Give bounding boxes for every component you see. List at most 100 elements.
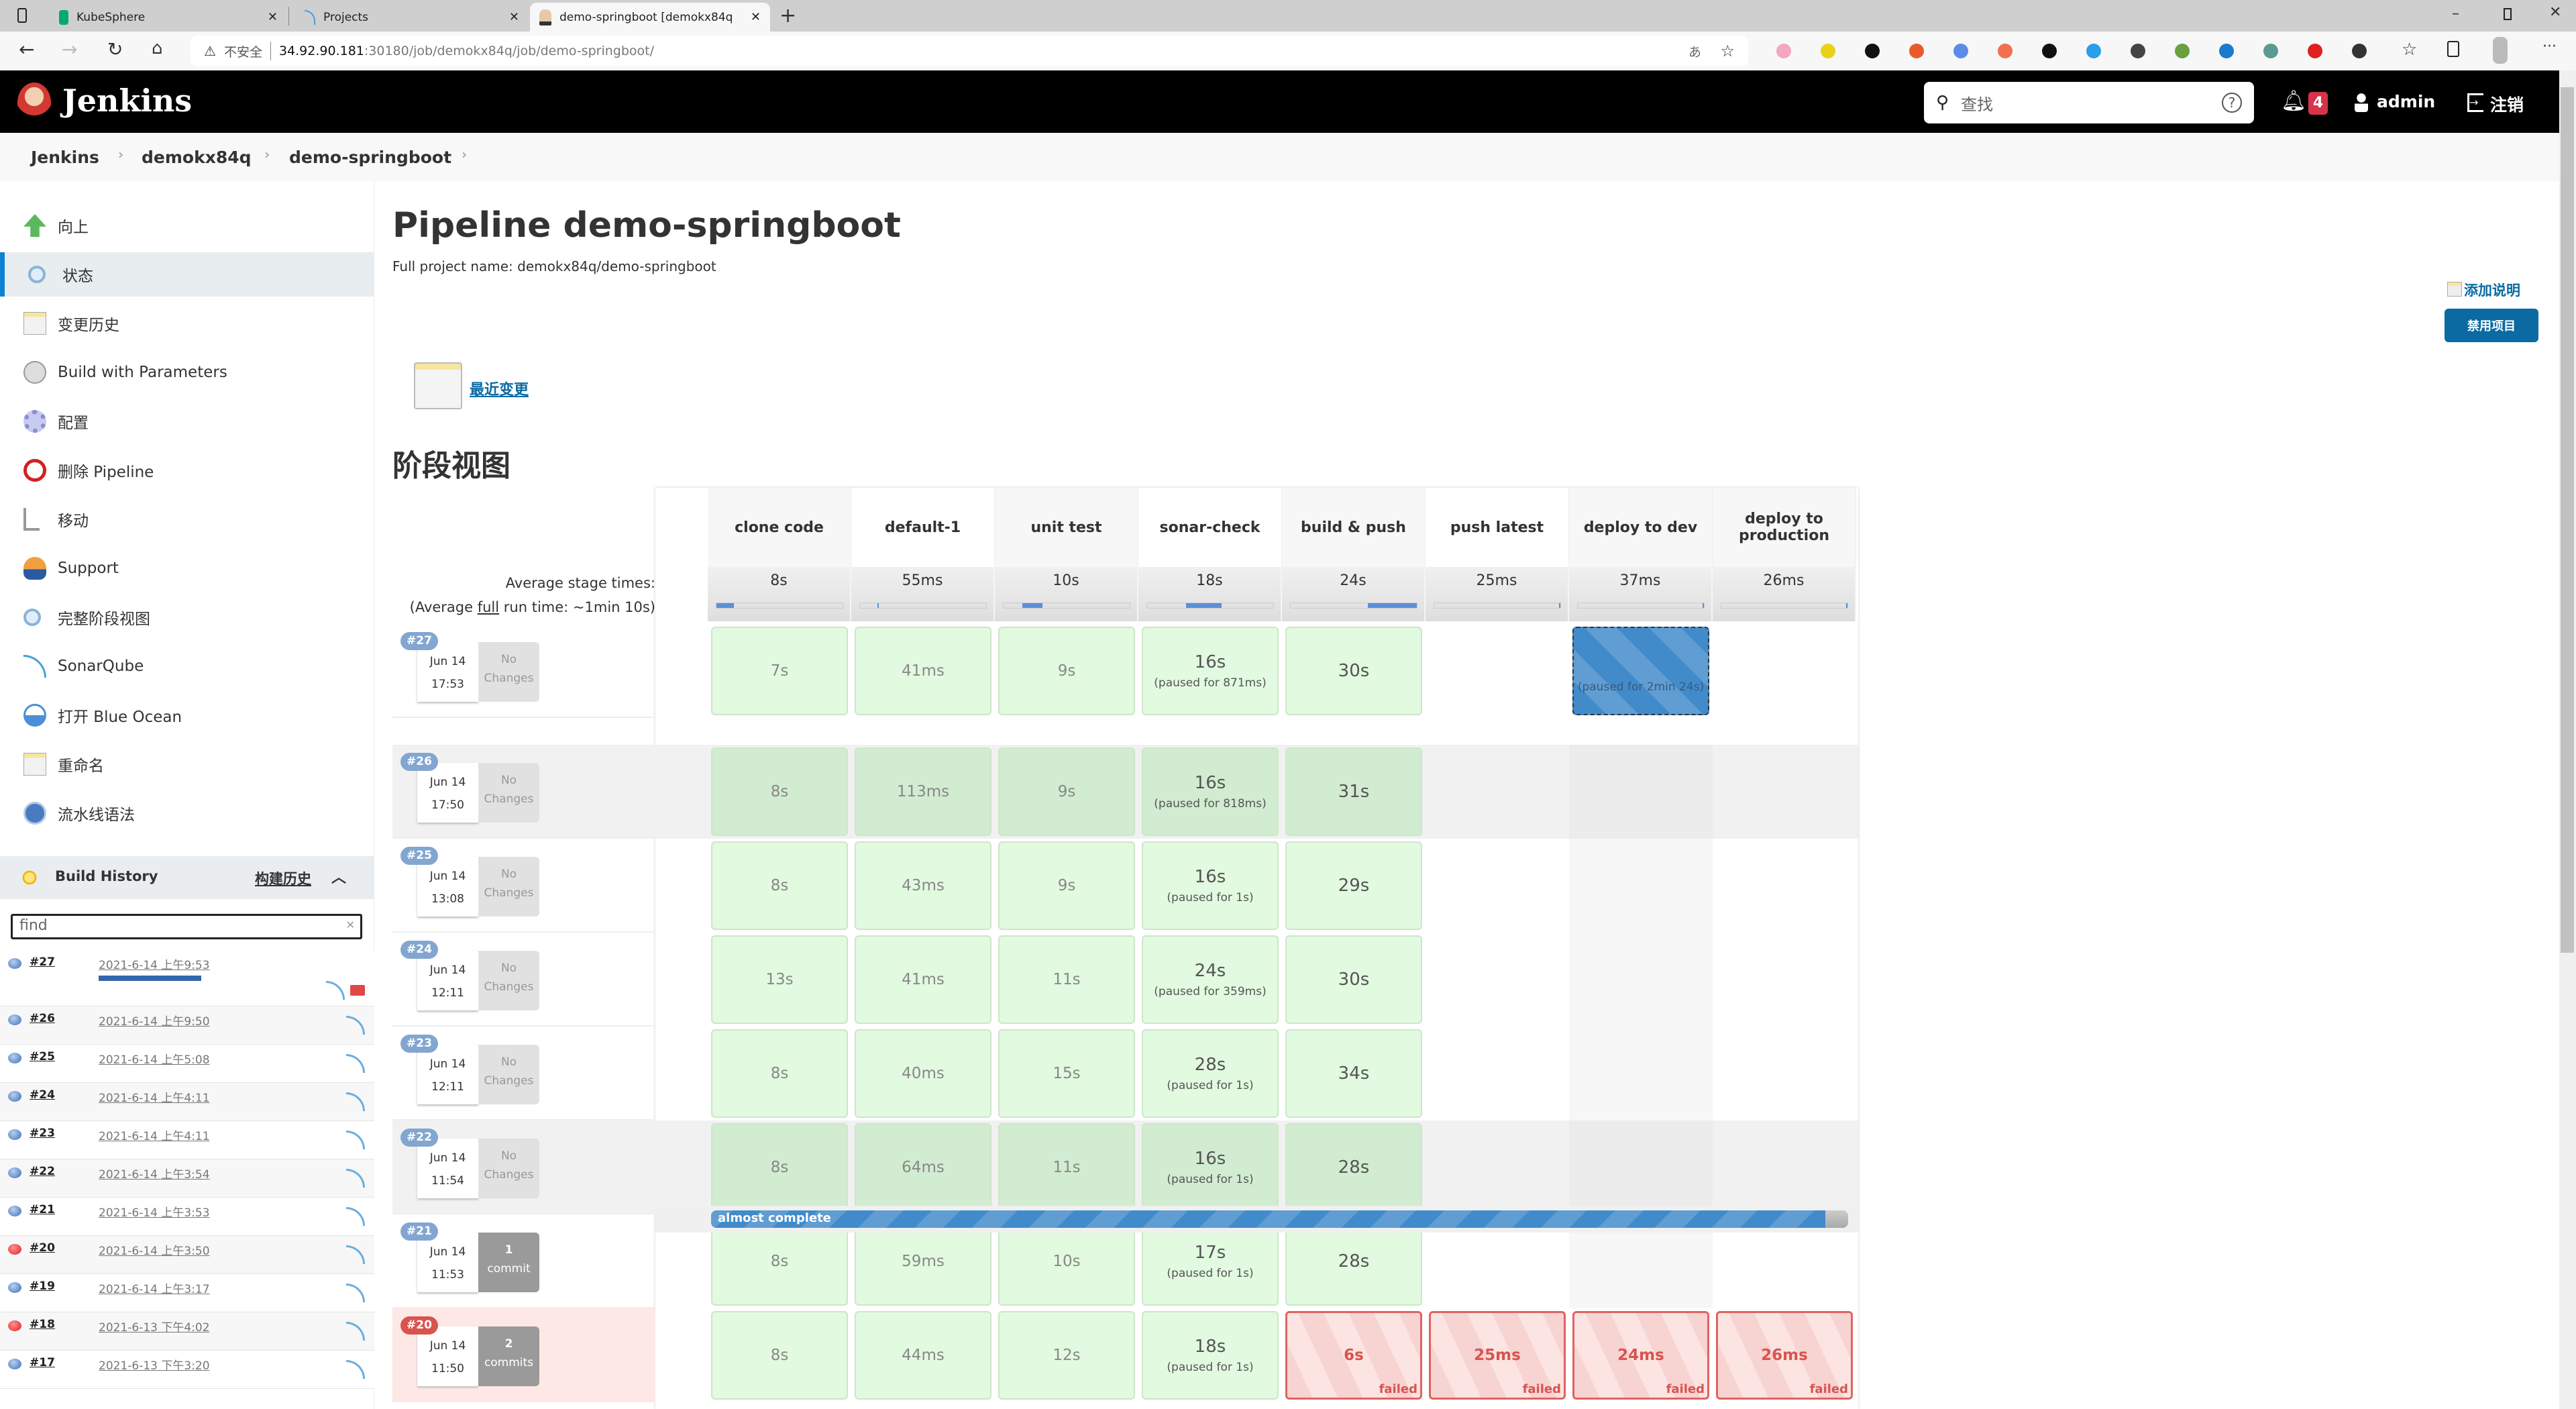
close-tab-icon[interactable]: ✕ <box>508 10 519 24</box>
extension-icon[interactable] <box>2308 44 2322 58</box>
breadcrumb-demo-springboot[interactable]: demo-springboot <box>289 148 452 167</box>
back-button[interactable]: ← <box>19 38 35 60</box>
sonarqube-icon[interactable] <box>346 1245 365 1264</box>
sonarqube-icon[interactable] <box>346 1360 365 1379</box>
extension-icon[interactable] <box>2175 44 2190 58</box>
tab-demo-springboot[interactable]: demo-springboot [demokx84q] ✕ <box>530 3 770 32</box>
clear-icon[interactable]: ✕ <box>345 919 355 931</box>
build-badge[interactable]: #26 <box>400 753 438 771</box>
build-number-link[interactable]: #17 <box>30 1356 55 1369</box>
scrollbar-thumb[interactable] <box>2561 87 2574 953</box>
build-summary[interactable]: #22 Jun 14 11:54 No Changes <box>392 1120 655 1214</box>
build-history-row[interactable]: #25 2021-6-14 上午5:08 <box>0 1045 374 1083</box>
full-run-link[interactable]: full <box>477 599 500 615</box>
extension-icon[interactable] <box>1821 44 1835 58</box>
extension-icon[interactable] <box>1953 44 1968 58</box>
build-history-find-input[interactable]: find ✕ <box>11 914 362 939</box>
forward-button[interactable]: → <box>62 38 78 60</box>
stage-cell-failed[interactable]: 6s failed <box>1285 1311 1422 1400</box>
build-date-link[interactable]: 2021-6-14 上午3:53 <box>99 1206 210 1220</box>
build-history-row[interactable]: #21 2021-6-14 上午3:53 <box>0 1198 374 1236</box>
build-date-link[interactable]: 2021-6-14 上午3:17 <box>99 1283 210 1296</box>
stage-cell-ok[interactable]: 8s <box>711 1311 848 1400</box>
profile-avatar[interactable] <box>2493 37 2508 64</box>
new-tab-button[interactable]: + <box>780 4 797 28</box>
notification-count-badge[interactable]: 4 <box>2308 92 2328 115</box>
stage-cell-ok[interactable]: 41ms <box>855 935 991 1024</box>
build-number-link[interactable]: #24 <box>30 1088 55 1102</box>
reload-button[interactable]: ↻ <box>107 38 123 60</box>
help-icon[interactable]: ? <box>2222 93 2242 113</box>
stage-cell-ok[interactable]: 28s <box>1285 1123 1422 1212</box>
build-number-link[interactable]: #20 <box>30 1241 55 1255</box>
add-description-link[interactable]: 添加说明 <box>2464 282 2520 299</box>
build-summary[interactable]: #25 Jun 14 13:08 No Changes <box>392 839 655 933</box>
minimize-button[interactable]: – <box>2452 5 2459 22</box>
stage-cell-ok[interactable]: 113ms <box>855 747 991 836</box>
stage-cell-ok[interactable]: 9s <box>998 841 1135 930</box>
jenkins-logo-icon[interactable] <box>17 83 51 123</box>
favorite-star-icon[interactable]: ☆ <box>1720 42 1735 60</box>
extension-icon[interactable] <box>2352 44 2367 58</box>
build-badge[interactable]: #21 <box>400 1222 438 1241</box>
sonarqube-icon[interactable] <box>346 1131 365 1149</box>
stage-cell-ok[interactable]: 8s <box>711 1029 848 1118</box>
build-history-row[interactable]: #19 2021-6-14 上午3:17 <box>0 1274 374 1312</box>
stage-cell-ok[interactable]: 24s (paused for 359ms) <box>1142 935 1279 1024</box>
extension-icon[interactable] <box>1865 44 1880 58</box>
build-number-link[interactable]: #27 <box>30 955 55 969</box>
build-badge[interactable]: #22 <box>400 1129 438 1147</box>
stage-cell-failed[interactable]: 26ms failed <box>1716 1311 1853 1400</box>
home-button[interactable]: ⌂ <box>152 38 163 58</box>
stage-cell-ok[interactable]: 29s <box>1285 841 1422 930</box>
sonarqube-icon[interactable] <box>346 1207 365 1226</box>
breadcrumb-demokx84q[interactable]: demokx84q <box>142 148 252 167</box>
stage-cell-ok[interactable]: 12s <box>998 1311 1135 1400</box>
stage-cell-ok[interactable]: 30s <box>1285 627 1422 715</box>
extension-icon[interactable] <box>1776 44 1791 58</box>
favorites-icon[interactable]: ☆ <box>2402 40 2418 60</box>
build-history-row[interactable]: #17 2021-6-13 下午3:20 <box>0 1351 374 1389</box>
restore-button[interactable] <box>2504 8 2512 20</box>
close-tab-icon[interactable]: ✕ <box>267 10 278 24</box>
logout-link[interactable]: 注销 <box>2490 95 2524 115</box>
stage-cell-ok[interactable]: 7s <box>711 627 848 715</box>
disable-project-button[interactable]: 禁用项目 <box>2445 309 2538 342</box>
stage-cell-ok[interactable]: 34s <box>1285 1029 1422 1118</box>
tab-projects[interactable]: Projects ✕ <box>295 3 529 32</box>
stage-cell-ok[interactable]: 16s (paused for 871ms) <box>1142 627 1279 715</box>
stage-cell-ok[interactable]: 44ms <box>855 1311 991 1400</box>
build-date-link[interactable]: 2021-6-14 上午4:11 <box>99 1092 210 1105</box>
extension-icon[interactable] <box>2219 44 2234 58</box>
sidebar-item-4[interactable]: 配置 <box>0 399 374 443</box>
build-badge[interactable]: #24 <box>400 941 438 959</box>
user-link[interactable]: admin <box>2377 92 2436 111</box>
sidebar-item-8[interactable]: 完整阶段视图 <box>0 595 374 639</box>
stage-cell-ok[interactable]: 18s (paused for 1s) <box>1142 1311 1279 1400</box>
stage-cell-ok[interactable]: 30s <box>1285 935 1422 1024</box>
build-date-link[interactable]: 2021-6-13 下午4:02 <box>99 1321 210 1335</box>
sidebar-item-10[interactable]: 打开 Blue Ocean <box>0 693 374 737</box>
sonarqube-icon[interactable] <box>346 1284 365 1302</box>
sidebar-item-2[interactable]: 变更历史 <box>0 301 374 346</box>
sidebar-item-7[interactable]: Support <box>0 546 374 590</box>
more-menu-icon[interactable]: ··· <box>2542 38 2557 55</box>
build-summary[interactable]: #24 Jun 14 12:11 No Changes <box>392 933 655 1027</box>
build-summary[interactable]: #20 Jun 14 11:50 2 commits <box>392 1308 655 1402</box>
recent-changes-link[interactable]: 最近变更 <box>470 382 529 399</box>
build-history-link[interactable]: 构建历史 <box>255 871 311 887</box>
build-badge[interactable]: #27 <box>400 632 438 650</box>
build-history-row[interactable]: #26 2021-6-14 上午9:50 <box>0 1006 374 1045</box>
sidebar-item-9[interactable]: SonarQube <box>0 644 374 688</box>
stage-cell-ok[interactable]: 11s <box>998 935 1135 1024</box>
extension-icon[interactable] <box>1909 44 1924 58</box>
build-history-row[interactable]: #27 2021-6-14 上午9:53 <box>0 950 374 1006</box>
stage-cell-ok[interactable]: 43ms <box>855 841 991 930</box>
collapse-chevron-icon[interactable]: ︿ <box>331 870 347 886</box>
stage-cell-ok[interactable]: 8s <box>711 1123 848 1212</box>
build-history-row[interactable]: #24 2021-6-14 上午4:11 <box>0 1083 374 1121</box>
stage-cell-ok[interactable]: 9s <box>998 747 1135 836</box>
build-changes-box[interactable]: 1 commit <box>478 1233 539 1292</box>
sonarqube-icon[interactable] <box>346 1092 365 1111</box>
build-date-link[interactable]: 2021-6-13 下午3:20 <box>99 1359 210 1373</box>
